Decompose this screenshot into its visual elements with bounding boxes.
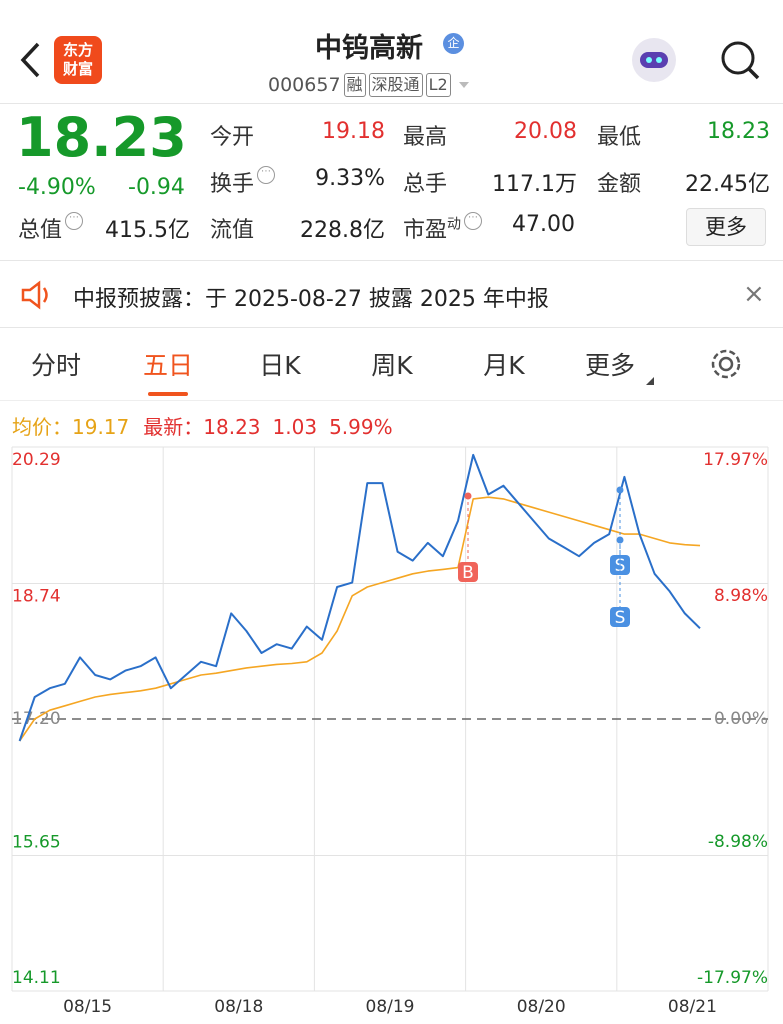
- field-label: 今开: [210, 125, 255, 150]
- change: -0.94: [128, 175, 185, 200]
- tab[interactable]: 更多: [584, 351, 635, 380]
- robot-avatar[interactable]: [632, 38, 676, 82]
- field-label-sup: 动: [447, 216, 462, 233]
- tab-underline: [148, 392, 188, 396]
- field-value: 47.00: [512, 212, 575, 237]
- change-pct-value: 5.99%: [329, 415, 393, 439]
- field-label: 流值: [210, 218, 255, 243]
- y-tick-label: 15.65: [12, 832, 61, 852]
- change-pct: -4.90%: [18, 175, 96, 200]
- info-icon[interactable]: ⋯: [464, 212, 483, 230]
- y2-tick-label: 0.00%: [714, 709, 768, 729]
- x-tick-label: 08/19: [366, 997, 415, 1017]
- speaker-icon: [20, 280, 54, 314]
- app-logo[interactable]: 东方 财富: [54, 36, 102, 84]
- marker-dot: [616, 486, 624, 494]
- divider: [0, 260, 783, 261]
- badge: 企: [443, 33, 464, 54]
- x-tick-label: 08/15: [63, 997, 112, 1017]
- tag: 深股通: [368, 73, 423, 97]
- y-tick-label: 20.29: [12, 450, 61, 470]
- chart-legend: 均价：19.17 最新：18.23 1.03 5.99%: [12, 411, 393, 440]
- field-label: 市盈动 ⋯: [403, 212, 483, 244]
- field-value: 415.5亿: [105, 218, 190, 243]
- field-label: 金额: [597, 172, 642, 197]
- avg-value: 19.17: [72, 415, 130, 439]
- field-value: 20.08: [514, 119, 577, 144]
- x-tick-label: 08/18: [214, 997, 263, 1017]
- chart: 14.11 15.65 17.20 18.74 20.29 -17.97% -8.98% 0.…: [11, 446, 769, 1017]
- tab[interactable]: 月K: [483, 351, 525, 380]
- trade-marker-label: S: [615, 608, 626, 628]
- tab[interactable]: 日K: [259, 351, 301, 380]
- field-label: 总值⋯: [18, 212, 84, 244]
- stock-name: 中钨高新: [315, 33, 423, 64]
- marker-dot: [464, 492, 472, 500]
- price-line: [18, 453, 701, 742]
- field-value: 228.8亿: [300, 218, 385, 243]
- trade-marker: [458, 562, 478, 582]
- divider: [0, 327, 783, 328]
- y2-tick-label: -17.97%: [697, 968, 768, 988]
- search-button[interactable]: [718, 38, 762, 86]
- divider: [0, 400, 783, 401]
- trade-marker: [610, 607, 630, 627]
- trade-marker-label: B: [462, 563, 474, 583]
- divider: [0, 103, 783, 104]
- marker-dot: [616, 536, 624, 544]
- tab[interactable]: 周K: [371, 351, 413, 380]
- field-value: 117.1万: [492, 172, 577, 197]
- field-label: 最高: [403, 125, 448, 150]
- tag: 融: [343, 73, 366, 97]
- field-value: 22.45亿: [685, 172, 770, 197]
- y-tick-label: 18.74: [12, 586, 61, 606]
- tag: L2: [425, 73, 451, 97]
- more-caret: [645, 371, 655, 390]
- y2-tick-label: 8.98%: [714, 586, 768, 606]
- y-tick-label: 14.11: [12, 968, 61, 988]
- notice-text[interactable]: 中报预披露：于 2025-08-27 披露 2025 年中报: [73, 287, 549, 312]
- field-label: 换手⋯: [210, 166, 276, 198]
- last-label: 最新：: [143, 415, 204, 439]
- more-button[interactable]: 更多: [686, 208, 766, 246]
- x-tick-label: 08/20: [517, 997, 566, 1017]
- field-label: 总手: [403, 172, 448, 197]
- stock-code: 000657: [268, 74, 341, 96]
- tab[interactable]: 五日: [142, 351, 193, 380]
- tab[interactable]: 分时: [30, 351, 81, 380]
- field-value: 18.23: [707, 119, 770, 144]
- info-icon[interactable]: ⋯: [65, 212, 84, 230]
- y2-tick-label: 17.97%: [703, 450, 768, 470]
- price: 18.23: [16, 106, 187, 169]
- x-tick-label: 08/21: [668, 997, 717, 1017]
- y-tick-label: 17.20: [12, 709, 61, 729]
- avg-label: 均价：: [12, 415, 72, 439]
- y2-tick-label: -8.98%: [708, 832, 768, 852]
- code-row: 000657 融 深股通 L2: [268, 73, 473, 97]
- field-value: 9.33%: [315, 166, 385, 191]
- info-icon[interactable]: ⋯: [257, 166, 276, 184]
- field-label: 最低: [597, 125, 642, 150]
- avg-line: [18, 496, 701, 742]
- back-button[interactable]: [18, 40, 44, 84]
- settings-button[interactable]: [708, 346, 744, 386]
- dropdown-arrow[interactable]: [451, 79, 473, 91]
- close-button[interactable]: ×: [743, 279, 765, 309]
- change-value: 1.03: [272, 415, 318, 439]
- last-value: 18.23: [203, 415, 261, 439]
- field-value: 19.18: [322, 119, 385, 144]
